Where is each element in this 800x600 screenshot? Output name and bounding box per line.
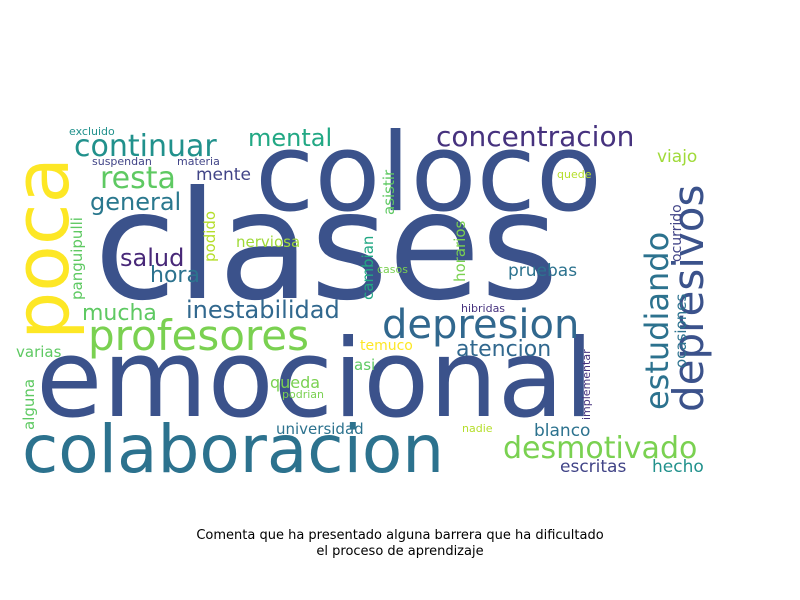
word-hora: hora: [150, 263, 200, 288]
word-mucha: mucha: [82, 301, 157, 326]
word-queda: queda: [270, 373, 320, 392]
word-horarios: horarios: [451, 220, 469, 282]
word-ocurrido: ocurrido: [669, 204, 685, 262]
word-ocasiones: ocasiones: [672, 293, 690, 368]
word-universidad: universidad: [276, 420, 364, 438]
word-podrian: podrian: [282, 388, 324, 401]
word-implementar: implementar: [580, 349, 593, 420]
caption-line-1: Comenta que ha presentado alguna barrera…: [196, 528, 604, 543]
word-varias: varias: [16, 343, 62, 361]
word-salud: salud: [120, 244, 184, 272]
word-alguna: alguna: [20, 379, 38, 430]
word-casos: casos: [377, 263, 408, 276]
word-suspendan: suspendan: [92, 155, 152, 168]
word-general: general: [90, 188, 181, 216]
word-depresion: depresion: [382, 302, 579, 348]
word-estudiando: estudiando: [638, 232, 676, 410]
word-materia: materia: [177, 155, 220, 168]
word-atencion: atencion: [456, 337, 551, 362]
word-pruebas: pruebas: [508, 261, 577, 281]
word-hecho: hecho: [652, 457, 704, 477]
word-asi: asi: [354, 356, 375, 374]
word-depresivos: depresivos: [664, 185, 713, 412]
word-continuar: continuar: [74, 129, 217, 164]
word-podido: podido: [201, 211, 219, 262]
word-cambian: cambian: [359, 236, 377, 300]
word-asistir: asistir: [380, 169, 398, 215]
word-profesores: profesores: [88, 311, 309, 360]
word-nerviosa: nerviosa: [236, 233, 300, 251]
word-excluido: excluido: [69, 125, 115, 138]
word-clases: clases: [94, 160, 559, 334]
word-mente: mente: [196, 165, 251, 185]
word-resta: resta: [100, 161, 176, 196]
word-temuco: temuco: [360, 338, 413, 354]
word-blanco: blanco: [534, 421, 590, 441]
word-viajo: viajo: [657, 147, 697, 167]
word-panguipulli: panguipulli: [68, 217, 86, 300]
word-mental: mental: [248, 124, 332, 152]
word-nadie: nadie: [462, 422, 493, 435]
caption-line-2: el proceso de aprendizaje: [316, 544, 484, 559]
word-escritas: escritas: [560, 457, 626, 477]
word-poca: poca: [0, 157, 86, 340]
word-concentracion: concentracion: [436, 120, 634, 153]
word-inestabilidad: inestabilidad: [186, 296, 340, 324]
word-quede: quede: [557, 168, 592, 181]
word-colaboracion: colaboracion: [22, 411, 444, 488]
word-hibridas: hibridas: [461, 302, 505, 315]
figure-caption: Comenta que ha presentado alguna barrera…: [0, 528, 800, 560]
word-coloco: coloco: [255, 111, 602, 236]
word-emocional: emocional: [36, 317, 594, 442]
word-desmotivado: desmotivado: [503, 431, 697, 466]
